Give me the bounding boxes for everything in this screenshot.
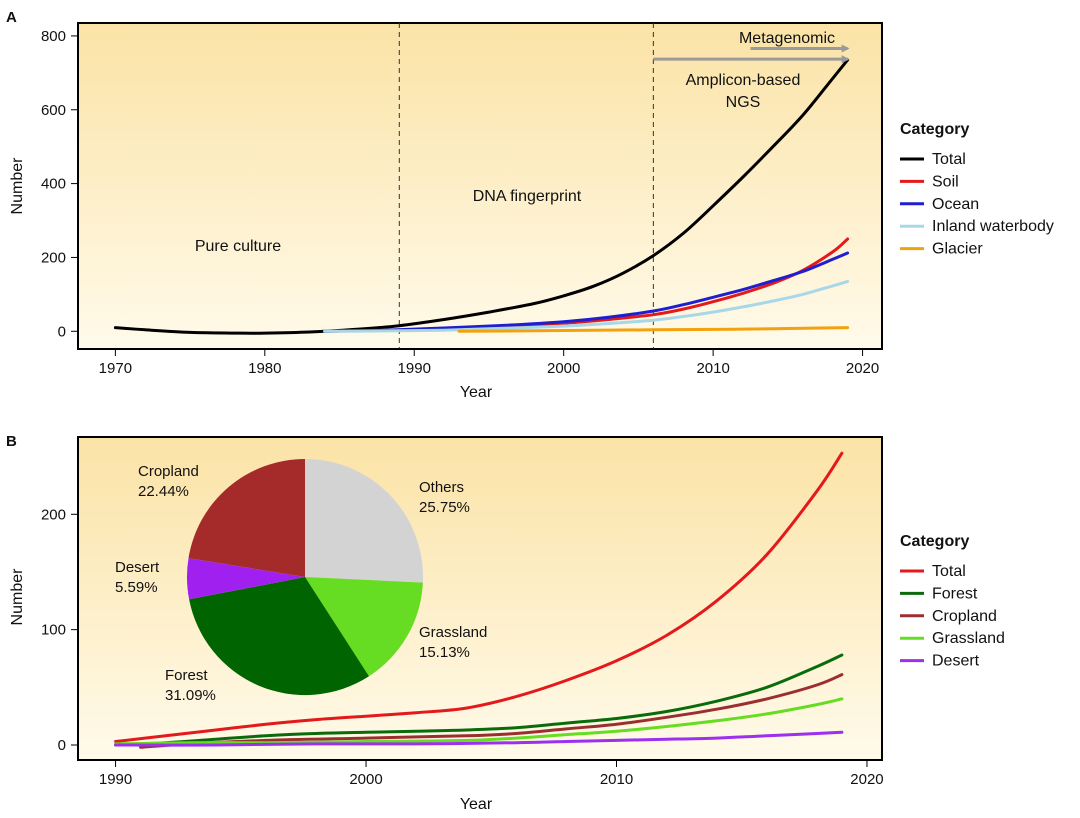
x-tick-label-2000: 2000 xyxy=(349,771,382,788)
legend-label-cropland: Cropland xyxy=(932,608,997,625)
pie-label-desert: Desert xyxy=(115,559,160,576)
x-tick-label-1970: 1970 xyxy=(99,360,132,377)
panel-b-legend-title: Category xyxy=(900,533,969,550)
y-tick-label-600: 600 xyxy=(41,102,66,119)
pie-percent-cropland: 22.44% xyxy=(138,483,189,500)
y-tick-label-0: 0 xyxy=(58,737,66,754)
panel-b-y-axis: 0 100 200 xyxy=(41,506,79,754)
panel-a-series-line-glacier xyxy=(457,326,850,333)
legend-label-inland-waterbody: Inland waterbody xyxy=(932,218,1054,235)
region-label-pure-culture: Pure culture xyxy=(195,238,281,255)
y-tick-label-400: 400 xyxy=(41,176,66,193)
region-label-dna-fingerprint: DNA fingerprint xyxy=(473,188,582,205)
panel-b-series-line-forest xyxy=(114,653,844,747)
panel-b: B Others 25.75% Grassland 15.13% Forest 31.09… xyxy=(6,433,1005,813)
pie-slice-forest xyxy=(189,577,369,696)
y-tick-label-0: 0 xyxy=(58,323,66,340)
panel-a-series-lines xyxy=(113,58,850,335)
panel-a-era-arrows xyxy=(653,44,850,64)
pie-label-cropland: Cropland xyxy=(138,463,199,480)
pie-percent-grassland: 15.13% xyxy=(419,644,470,661)
panel-a-y-axis-title: Number xyxy=(9,157,26,215)
y-tick-label-800: 800 xyxy=(41,28,66,45)
pie-slice-others xyxy=(305,458,424,583)
panel-a-letter: A xyxy=(6,9,17,26)
panel-a-era-dividers xyxy=(398,23,654,349)
pie-slice-desert xyxy=(186,558,305,600)
panel-b-legend: Category Total Forest Cropland Grassland Dese… xyxy=(900,533,1005,670)
panel-b-series-line-total xyxy=(114,451,844,743)
panel-a-plot-area xyxy=(77,22,883,350)
legend-label-grassland: Grassland xyxy=(932,630,1005,647)
legend-label-total: Total xyxy=(932,151,966,168)
x-tick-label-1990: 1990 xyxy=(99,771,132,788)
panel-a-y-axis: 0 200 400 600 800 xyxy=(41,28,79,340)
region-label-ngs: NGS xyxy=(726,94,761,111)
pie-percent-desert: 5.59% xyxy=(115,579,158,596)
x-tick-label-2020: 2020 xyxy=(846,360,879,377)
panel-b-series-line-cropland xyxy=(139,673,844,749)
panel-b-y-axis-title: Number xyxy=(9,568,26,626)
panel-a-legend-title: Category xyxy=(900,121,969,138)
pie-label-others: Others xyxy=(419,479,464,496)
x-tick-label-2020: 2020 xyxy=(850,771,883,788)
pie-slice-grassland xyxy=(305,577,423,677)
pie-slice-cropland xyxy=(188,459,305,577)
panel-b-pie-inset: Others 25.75% Grassland 15.13% Forest 31.09% D… xyxy=(115,458,487,704)
x-tick-label-2010: 2010 xyxy=(600,771,633,788)
pie-label-forest: Forest xyxy=(165,667,208,684)
region-label-amplicon-based: Amplicon-based xyxy=(686,72,801,89)
region-label-metagenomic: Metagenomic xyxy=(739,30,835,47)
panel-a-x-axis: 1970 1980 1990 2000 2010 2020 xyxy=(99,348,879,377)
pie-percent-others: 25.75% xyxy=(419,499,470,516)
y-tick-label-200: 200 xyxy=(41,249,66,266)
panel-b-x-axis: 1990 2000 2010 2020 xyxy=(99,759,884,788)
legend-label-forest: Forest xyxy=(932,585,978,602)
legend-label-total: Total xyxy=(932,563,966,580)
panel-a-series-line-inland-waterbody xyxy=(323,279,850,333)
x-tick-label-1990: 1990 xyxy=(398,360,431,377)
legend-label-desert: Desert xyxy=(932,653,980,670)
panel-b-series-lines xyxy=(114,451,844,749)
pie-percent-forest: 31.09% xyxy=(165,687,216,704)
panel-b-series-line-grassland xyxy=(114,697,844,746)
panel-b-letter: B xyxy=(6,433,17,450)
pie-label-grassland: Grassland xyxy=(419,624,487,641)
panel-b-x-axis-title: Year xyxy=(460,796,493,813)
panel-a-series-line-ocean xyxy=(323,251,850,333)
panel-a-x-axis-title: Year xyxy=(460,384,493,401)
panel-a-series-line-total xyxy=(113,58,850,335)
legend-label-glacier: Glacier xyxy=(932,241,983,258)
legend-label-ocean: Ocean xyxy=(932,196,979,213)
x-tick-label-2010: 2010 xyxy=(696,360,729,377)
x-tick-label-2000: 2000 xyxy=(547,360,580,377)
legend-label-soil: Soil xyxy=(932,173,959,190)
x-tick-label-1980: 1980 xyxy=(248,360,281,377)
y-tick-label-100: 100 xyxy=(41,622,66,639)
panel-b-series-line-desert xyxy=(114,730,844,747)
panel-a-legend: Category Total Soil Ocean Inland waterbody Gl… xyxy=(900,121,1054,258)
panel-a: A 1970 1980 1990 2000 2010 2020 0 200 400 600 800… xyxy=(6,9,1054,401)
y-tick-label-200: 200 xyxy=(41,506,66,523)
